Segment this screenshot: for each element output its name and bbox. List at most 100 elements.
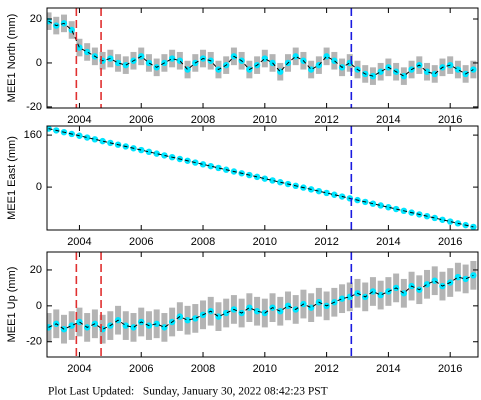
y-tick-label: 20: [30, 13, 42, 25]
data-point: [277, 179, 284, 186]
data-point: [76, 318, 83, 326]
x-tick-label: 2004: [67, 114, 91, 126]
data-point: [215, 313, 222, 320]
data-point: [192, 315, 199, 322]
data-point: [307, 304, 315, 311]
data-point: [385, 204, 392, 211]
trend-line: [48, 274, 474, 330]
x-tick-label: 2012: [314, 236, 338, 248]
data-point: [423, 281, 431, 288]
data-point: [145, 148, 153, 156]
data-point: [122, 61, 129, 69]
data-point: [261, 175, 269, 182]
x-tick-label: 2012: [314, 114, 338, 126]
x-tick-label: 2006: [129, 114, 153, 126]
data-point: [138, 146, 145, 154]
data-layer: [47, 126, 477, 230]
data-point: [369, 288, 377, 295]
data-point: [161, 152, 168, 159]
plot-frame: [46, 125, 479, 231]
data-point: [470, 272, 477, 279]
plot-frame: [46, 7, 479, 109]
x-tick-label: 2004: [67, 236, 91, 248]
data-point: [161, 324, 168, 331]
y-axis-label: MEE1 Up (mm): [6, 267, 18, 343]
x-tick-label: 2016: [438, 114, 462, 126]
data-point: [269, 177, 276, 184]
x-tick-label: 2016: [438, 363, 462, 375]
data-point: [253, 308, 261, 315]
data-point: [83, 134, 91, 141]
x-tick-label: 2006: [129, 236, 153, 248]
data-point: [145, 59, 153, 67]
data-point: [153, 150, 160, 157]
data-point: [377, 291, 384, 299]
data-point: [431, 214, 438, 222]
y-tick-label: 160: [24, 129, 42, 141]
data-point: [331, 191, 338, 198]
plot-area: [47, 126, 477, 230]
x-tick-label: 2012: [314, 363, 338, 375]
data-point: [76, 44, 83, 51]
y-tick-label: 0: [36, 181, 42, 193]
footer: Plot Last Updated: Sunday, January 30, 2…: [48, 386, 328, 398]
x-tick-label: 2014: [376, 363, 400, 375]
x-tick-label: 2008: [191, 363, 215, 375]
data-point: [454, 273, 462, 281]
data-point: [253, 173, 261, 181]
x-tick-label: 2006: [129, 363, 153, 375]
data-point: [246, 304, 253, 311]
data-point: [315, 187, 323, 195]
x-tick-label: 2016: [438, 236, 462, 248]
data-point: [199, 161, 207, 168]
x-tick-label: 2008: [191, 114, 215, 126]
data-point: [400, 72, 408, 80]
data-layer: [47, 260, 477, 344]
data-point: [431, 277, 438, 284]
data-point: [184, 317, 191, 324]
y-tick-label: 0: [36, 300, 42, 312]
data-layer: [47, 12, 477, 85]
data-point: [99, 137, 106, 145]
data-point: [83, 48, 91, 56]
y-axis-label: MEE1 North (mm): [6, 14, 18, 103]
y-tick-label: -20: [26, 101, 42, 113]
trend-line: [48, 20, 474, 77]
x-tick-label: 2004: [67, 363, 91, 375]
x-tick-label: 2010: [253, 236, 277, 248]
data-point: [439, 216, 446, 223]
y-tick-label: 20: [30, 264, 42, 276]
plot-area: [47, 252, 477, 357]
plot-area: [47, 8, 477, 108]
data-point: [377, 202, 384, 209]
x-tick-label: 2010: [253, 114, 277, 126]
data-point: [284, 302, 292, 310]
x-tick-label: 2010: [253, 363, 277, 375]
data-point: [377, 68, 384, 75]
data-point: [130, 324, 137, 331]
data-point: [338, 295, 346, 302]
data-point: [222, 309, 230, 317]
y-tick-label: -20: [26, 336, 42, 348]
data-point: [114, 59, 122, 67]
data-point: [323, 189, 330, 197]
y-tick-label: 0: [36, 57, 42, 69]
data-point: [68, 322, 75, 329]
data-point: [462, 275, 469, 283]
x-tick-label: 2014: [376, 114, 400, 126]
data-point: [446, 218, 454, 225]
y-axis-label: MEE1 East (mm): [6, 136, 18, 220]
data-point: [215, 164, 222, 172]
x-tick-label: 2014: [376, 236, 400, 248]
data-point: [392, 205, 400, 213]
data-point: [277, 308, 284, 315]
data-point: [168, 55, 176, 62]
data-point: [454, 66, 462, 73]
data-point: [153, 320, 160, 327]
data-point: [91, 136, 99, 143]
trend-line: [48, 128, 474, 228]
data-point: [207, 162, 214, 170]
data-point: [122, 322, 129, 329]
